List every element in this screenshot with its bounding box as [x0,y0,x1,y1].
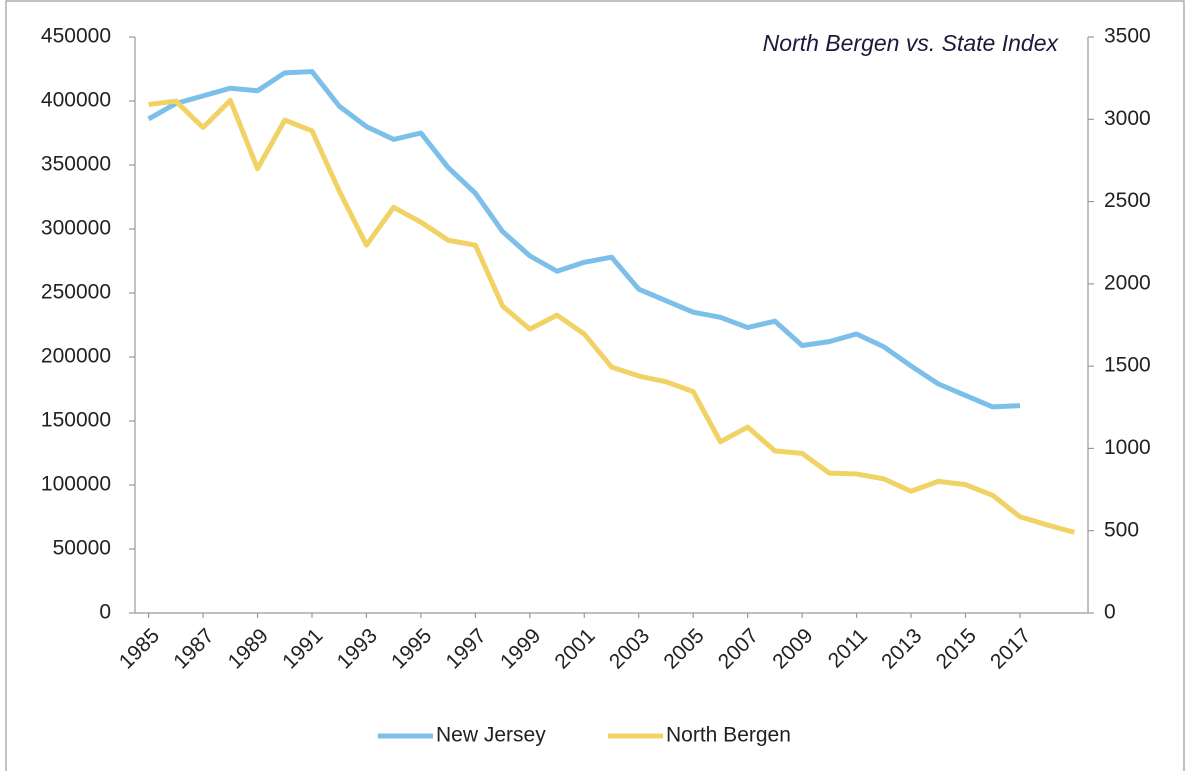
y2-tick-label: 2500 [1104,189,1151,212]
y2-tick-label: 1500 [1104,354,1151,377]
x-tick-label: 2017 [986,624,1035,673]
y-tick-label: 200000 [41,345,111,368]
y-tick-label: 400000 [41,89,111,112]
frame [5,0,1185,771]
x-tick-label: 1985 [115,624,164,673]
y-tick-label: 350000 [41,153,111,176]
y-tick-label: 0 [99,601,111,624]
series-line [147,69,1021,410]
y-tick-label: 100000 [41,473,111,496]
y2-tick-label: 0 [1104,601,1116,624]
x-tick-label: 2003 [605,624,654,673]
x-tick-label: 2015 [932,624,981,673]
y2-tick-label: 3500 [1104,25,1151,48]
x-tick-label: 1995 [387,624,436,673]
x-tick-label: 2011 [824,624,872,672]
y-tick-label: 50000 [53,537,111,560]
y-tick-label: 150000 [41,409,111,432]
y-tick-label: 450000 [41,25,111,48]
legend-label: New Jersey [436,724,546,747]
x-tick-label: 1999 [496,624,545,673]
chart-title: North Bergen vs. State Index [763,30,1060,56]
y-tick-label: 300000 [41,217,111,240]
y2-tick-label: 3000 [1104,107,1151,130]
x-tick-label: 1993 [333,624,382,673]
x-tick-label: 1991 [278,624,327,673]
x-tick-label: 2013 [877,624,926,673]
y2-tick-label: 2000 [1104,271,1151,294]
x-tick-label: 2009 [768,624,817,673]
y-tick-label: 250000 [41,281,111,304]
legend-label: North Bergen [666,724,791,747]
y2-tick-label: 500 [1104,518,1139,541]
x-tick-label: 1989 [224,624,273,673]
x-tick-label: 2005 [659,624,708,673]
series-line [148,97,1076,535]
x-tick-label: 2007 [714,624,763,673]
x-tick-label: 1997 [442,624,491,673]
y2-tick-label: 1000 [1104,436,1151,459]
x-tick-label: 1987 [169,624,218,673]
x-tick-label: 2001 [550,624,599,673]
